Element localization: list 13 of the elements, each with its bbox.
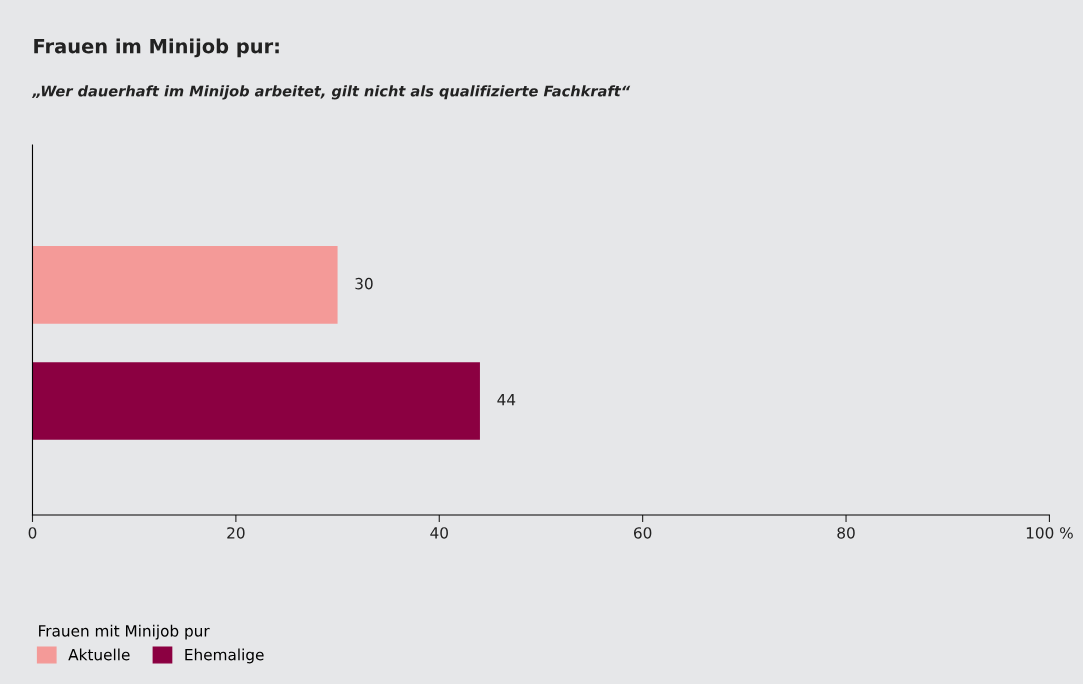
x-tick-label: 0 <box>28 527 37 539</box>
chart-subtitle: „Wer dauerhaft im Minijob arbeitet, gilt nicht als qualifizierte Fachkraft“ <box>31 85 631 100</box>
x-tick-label: 40 <box>430 527 448 539</box>
x-tick-label: 20 <box>227 527 245 539</box>
x-tick-label: 100 % <box>1026 527 1073 539</box>
data-label: 44 <box>497 394 516 406</box>
data-label: 30 <box>355 277 373 290</box>
legend-title: Frauen mit Minijob pur <box>39 624 210 640</box>
chart-title: Frauen im Minijob pur: <box>34 38 279 58</box>
x-tick-label: 60 <box>634 527 652 539</box>
legend-label: Aktuelle <box>68 648 130 661</box>
x-tick-label: 80 <box>837 527 855 539</box>
legend-label: Ehemalige <box>185 648 264 664</box>
